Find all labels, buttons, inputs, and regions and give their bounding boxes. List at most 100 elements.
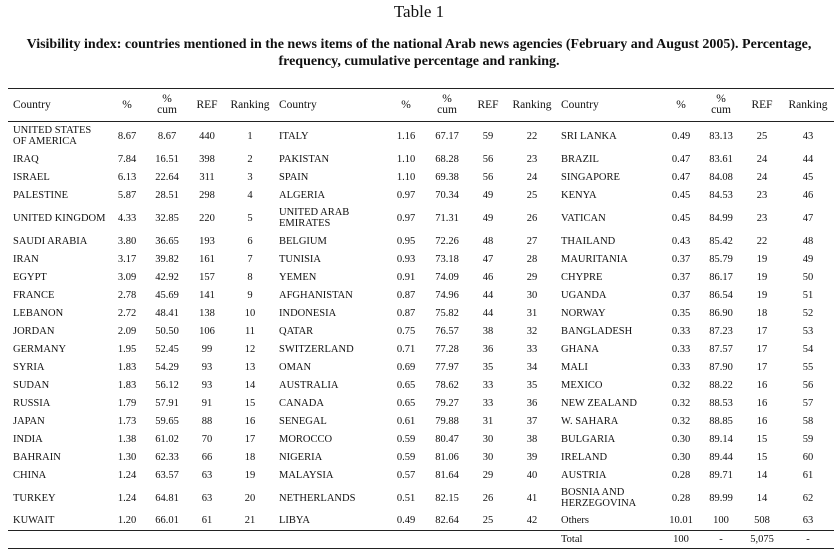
- value-cell: 56: [482, 171, 494, 183]
- country-cell: RUSSIA: [13, 397, 51, 409]
- header-cell: REF: [751, 98, 773, 111]
- value-cell: 0.59: [396, 451, 416, 463]
- table-row: SYRIA 1.83 54.29 93 13 OMAN 0.69 77.97 35 34 MALI 0…: [8, 358, 834, 376]
- header-cell: % cum: [426, 89, 468, 122]
- value-cell: 1.10: [396, 153, 416, 165]
- value-cell: 4: [247, 189, 253, 201]
- value-cell: 21: [244, 515, 256, 527]
- table-row: JORDAN 2.09 50.50 106 11 QATAR 0.75 76.57 38 32 BA…: [8, 322, 834, 340]
- value-cell: 1.20: [117, 515, 137, 527]
- value-cell: 57.91: [155, 397, 179, 409]
- country-cell: CHYPRE: [561, 271, 603, 283]
- value-cell: 39.82: [155, 253, 179, 265]
- value-cell: 311: [199, 171, 215, 183]
- header-text: % cum: [157, 93, 177, 116]
- value-cell: 61.02: [155, 433, 179, 445]
- value-cell: 93: [201, 379, 213, 391]
- value-cell: 45: [802, 171, 814, 183]
- value-cell: 3.80: [117, 235, 137, 247]
- value-cell: 0.28: [671, 492, 691, 504]
- value-cell: 76.57: [435, 325, 459, 337]
- value-cell: 2: [247, 153, 253, 165]
- value-cell: 17: [756, 343, 768, 355]
- value-cell: 46: [802, 189, 814, 201]
- value-cell: 0.69: [396, 361, 416, 373]
- value-cell: 22: [756, 235, 768, 247]
- value-cell: 42: [526, 515, 538, 527]
- country-cell: IRAQ: [13, 153, 39, 165]
- value-cell: 0.49: [396, 515, 416, 527]
- value-cell: 15: [756, 433, 768, 445]
- value-cell: 2.72: [117, 307, 137, 319]
- value-cell: 2.78: [117, 289, 137, 301]
- value-cell: 71.31: [435, 212, 459, 224]
- value-cell: 70.34: [435, 189, 459, 201]
- value-cell: 24: [756, 171, 768, 183]
- value-cell: 298: [199, 189, 215, 201]
- table-row: CHINA 1.24 63.57 63 19 MALAYSIA 0.57 81.64 29 40 A…: [8, 466, 834, 484]
- table-row: SAUDI ARABIA 3.80 36.65 193 6 BELGIUM 0.95 72.2…: [8, 232, 834, 250]
- value-cell: 24: [526, 171, 538, 183]
- value-cell: 41: [526, 492, 538, 504]
- value-cell: 30: [482, 451, 494, 463]
- country-cell: MALAYSIA: [279, 469, 334, 481]
- value-cell: 8.67: [117, 130, 137, 142]
- value-cell: 0.71: [396, 343, 416, 355]
- country-cell: SPAIN: [279, 171, 309, 183]
- country-cell: SAUDI ARABIA: [13, 235, 88, 247]
- value-cell: 0.32: [671, 379, 691, 391]
- country-cell: TURKEY: [13, 492, 56, 504]
- value-cell: 61: [201, 515, 213, 527]
- value-cell: 0.57: [396, 469, 416, 481]
- country-cell: BAHRAIN: [13, 451, 61, 463]
- value-cell: 100: [713, 515, 729, 527]
- value-cell: 16.51: [155, 153, 179, 165]
- country-cell: CHINA: [13, 469, 47, 481]
- value-cell: 84.53: [709, 189, 733, 201]
- country-cell: INDIA: [13, 433, 43, 445]
- value-cell: 75.82: [435, 307, 459, 319]
- value-cell: 3.17: [117, 253, 137, 265]
- value-cell: 64.81: [155, 492, 179, 504]
- country-cell: BANGLADESH: [561, 325, 633, 337]
- value-cell: 4.33: [117, 212, 137, 224]
- value-cell: 0.35: [671, 307, 691, 319]
- value-cell: 1.10: [396, 171, 416, 183]
- value-cell: 37: [526, 415, 538, 427]
- value-cell: 62: [802, 492, 814, 504]
- value-cell: 48: [482, 235, 494, 247]
- value-cell: 157: [199, 271, 215, 283]
- country-cell: FRANCE: [13, 289, 55, 301]
- value-cell: 78.62: [435, 379, 459, 391]
- value-cell: 0.32: [671, 415, 691, 427]
- value-cell: 35: [526, 379, 538, 391]
- empty-cell: [508, 530, 556, 548]
- value-cell: 0.30: [671, 451, 691, 463]
- country-cell: MALI: [561, 361, 588, 373]
- value-cell: 1.38: [117, 433, 137, 445]
- country-cell: AUSTRALIA: [279, 379, 339, 391]
- value-cell: 86.90: [709, 307, 733, 319]
- table-row: LEBANON 2.72 48.41 138 10 INDONESIA 0.87 75.82 4…: [8, 304, 834, 322]
- value-cell: 26: [482, 492, 494, 504]
- value-cell: 82.64: [435, 515, 459, 527]
- country-cell: W. SAHARA: [561, 415, 619, 427]
- value-cell: 1.24: [117, 492, 137, 504]
- value-cell: 6: [247, 235, 253, 247]
- value-cell: 16: [756, 415, 768, 427]
- value-cell: 44: [482, 307, 494, 319]
- country-cell: MOROCCO: [279, 433, 333, 445]
- country-cell: SINGAPORE: [561, 171, 620, 183]
- value-cell: 20: [244, 492, 256, 504]
- total-value: -: [806, 533, 810, 545]
- value-cell: 59: [482, 130, 494, 142]
- value-cell: 29: [482, 469, 494, 481]
- value-cell: 33: [482, 397, 494, 409]
- country-cell: GHANA: [561, 343, 599, 355]
- table-title: Table 1: [393, 2, 445, 21]
- value-cell: 42.92: [155, 271, 179, 283]
- value-cell: 55: [802, 361, 814, 373]
- country-cell: ITALY: [279, 130, 309, 142]
- value-cell: 59.65: [155, 415, 179, 427]
- table-row: PALESTINE 5.87 28.51 298 4 ALGERIA 0.97 70.34 49…: [8, 186, 834, 204]
